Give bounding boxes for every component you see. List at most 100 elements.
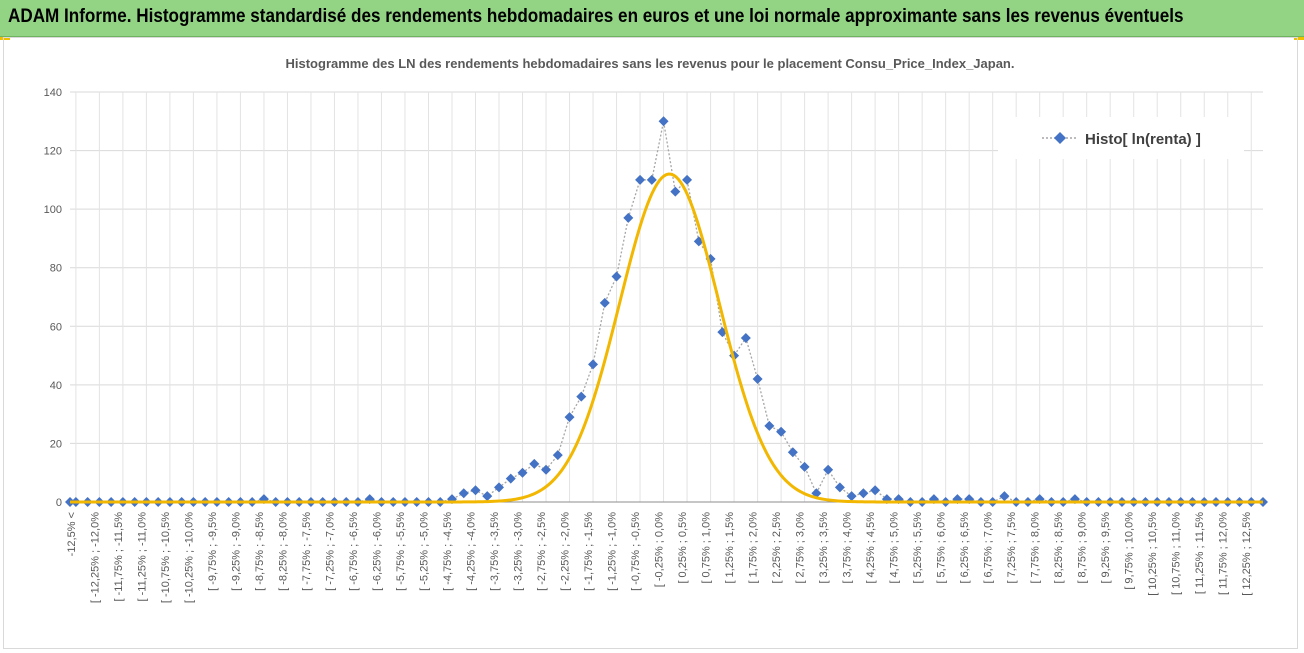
x-tick-label: [ -3,75% ; -3,5% [489,512,501,591]
x-tick-label: [ 3,75% ; 4,0% [842,512,854,584]
histogram-point [799,461,810,472]
y-tick-label: 80 [50,263,62,275]
histogram-point [482,491,493,502]
x-tick-label: [ -10,25% ; -10,0% [183,512,195,603]
report-title: ADAM Informe. Histogramme standardisé de… [8,6,1184,27]
x-tick-label: [ -0,25% ; 0,0% [653,512,665,587]
x-tick-label: [ 7,75% ; 8,0% [1030,512,1042,584]
x-tick-label: [ 10,75% ; 11,0% [1171,512,1183,595]
x-tick-label: [ -4,75% ; -4,5% [442,512,454,591]
histogram-point [752,374,763,384]
x-tick-label: [ -5,25% ; -5,0% [418,512,430,591]
x-tick-label: [ -2,25% ; -2,0% [559,512,571,591]
histogram-point [858,488,869,499]
histogram-point [682,174,693,185]
histogram-point [646,174,657,185]
histogram-point [552,450,563,461]
x-tick-label: [ 4,75% ; 5,0% [889,512,901,584]
x-tick-label: [ -9,75% ; -9,5% [207,512,219,591]
x-tick-label: -12,5% < [66,512,78,556]
x-tick-label: [ 8,75% ; 9,0% [1077,512,1089,584]
x-tick-label: [ 6,75% ; 7,0% [983,512,995,584]
x-tick-label: [ 9,25% ; 9,5% [1100,512,1112,584]
y-tick-label: 140 [44,87,62,99]
x-tick-label: [ 3,25% ; 3,5% [818,512,830,584]
legend: Histo[ ln(renta) ] [998,117,1244,159]
histogram-point [599,297,610,308]
x-tick-label: [ -11,75% ; -11,5% [113,512,125,602]
histogram-point [505,473,516,484]
histogram-point [623,212,634,223]
x-tick-label: [ -6,25% ; -6,0% [371,512,383,591]
x-tick-label: [ -11,25% ; -11,0% [136,512,148,602]
x-tick-label: [ 4,25% ; 4,5% [865,512,877,584]
x-tick-label: [ 5,25% ; 5,5% [912,512,924,584]
x-tick-label: [ 0,25% ; 0,5% [677,512,689,584]
histogram-point [458,488,469,499]
x-tick-label: [ 6,25% ; 6,5% [959,512,971,584]
x-tick-label: [ 10,25% ; 10,5% [1147,512,1159,596]
y-tick-label: 120 [44,146,62,158]
histogram-point [470,485,481,496]
y-tick-label: 100 [44,204,62,216]
histogram-point [529,458,540,469]
x-tick-label: [ -2,75% ; -2,5% [536,512,548,591]
y-tick-label: 60 [50,321,62,333]
x-tick-label: [ 11,75% ; 12,0% [1218,512,1230,595]
histogram-point [999,491,1010,502]
x-tick-label: [ 1,75% ; 2,0% [747,512,759,584]
x-tick-label: [ -7,75% ; -7,5% [301,512,313,591]
histogram-point [564,412,575,423]
x-axis: -12,5% < [ -12,25% ; -12,0% [ -11,75% ; -1… [66,501,1263,603]
histogram-point [635,174,646,185]
y-axis: 0 20 40 60 80 100 120 140 [44,87,62,509]
frame-accent-left [0,37,10,40]
x-tick-label: [ 2,25% ; 2,5% [771,512,783,584]
histogram-point [588,359,599,370]
histogram-point [776,426,787,437]
x-tick-label: [ 11,25% ; 11,5% [1194,512,1206,594]
legend-box [998,117,1244,159]
x-tick-label: [ -3,25% ; -3,0% [512,512,524,591]
x-tick-label: [ 8,25% ; 8,5% [1053,512,1065,584]
normal-curve [70,172,1263,504]
title-banner: ADAM Informe. Histogramme standardisé de… [0,0,1304,37]
chart-title: Histogramme des LN des rendements hebdom… [286,56,1015,71]
histogram-point [764,420,775,431]
y-tick-label: 0 [56,497,62,509]
x-tick-label: [ 0,75% ; 1,0% [700,512,712,584]
histogram-point [658,116,669,127]
histogram-point [494,482,505,493]
x-tick-label: [ -10,75% ; -10,5% [160,512,172,603]
x-tick-label: [ -4,25% ; -4,0% [465,512,477,591]
histogram-point [611,271,622,282]
x-tick-label: [ -5,75% ; -5,5% [395,512,407,591]
x-tick-label: [ -1,25% ; -1,0% [606,512,618,591]
histogram-connector [70,121,1263,503]
frame-accent-right [1294,37,1304,40]
x-tick-label: [ 7,25% ; 7,5% [1006,512,1018,584]
y-tick-label: 20 [50,438,62,450]
x-tick-label: [ -7,25% ; -7,0% [324,512,336,591]
x-tick-label: [ -8,75% ; -8,5% [254,512,266,591]
x-tick-label: [ -0,75% ; -0,5% [630,512,642,591]
histogram-point [517,467,528,478]
x-tick-label: [ -9,25% ; -9,0% [230,512,242,591]
x-tick-label: [ 9,75% ; 10,0% [1124,512,1136,590]
normal-curve-line [70,172,1263,504]
x-tick-label: [ -1,75% ; -1,5% [583,512,595,591]
histogram-point [541,464,552,475]
histogram-point [846,491,857,502]
histogram-point [834,482,845,493]
histogram-point [787,447,798,458]
legend-label: Histo[ ln(renta) ] [1085,131,1201,148]
histogram-point [870,485,881,496]
x-tick-label: [ -6,75% ; -6,5% [348,512,360,591]
x-tick-label: [ -12,25% ; -12,0% [89,512,101,603]
x-tick-label: [ -8,25% ; -8,0% [277,512,289,591]
y-tick-label: 40 [50,380,62,392]
histogram-point [576,391,587,402]
x-tick-label: [ 12,25% ; 12,5% [1241,512,1253,596]
x-tick-label: [ 5,75% ; 6,0% [936,512,948,584]
